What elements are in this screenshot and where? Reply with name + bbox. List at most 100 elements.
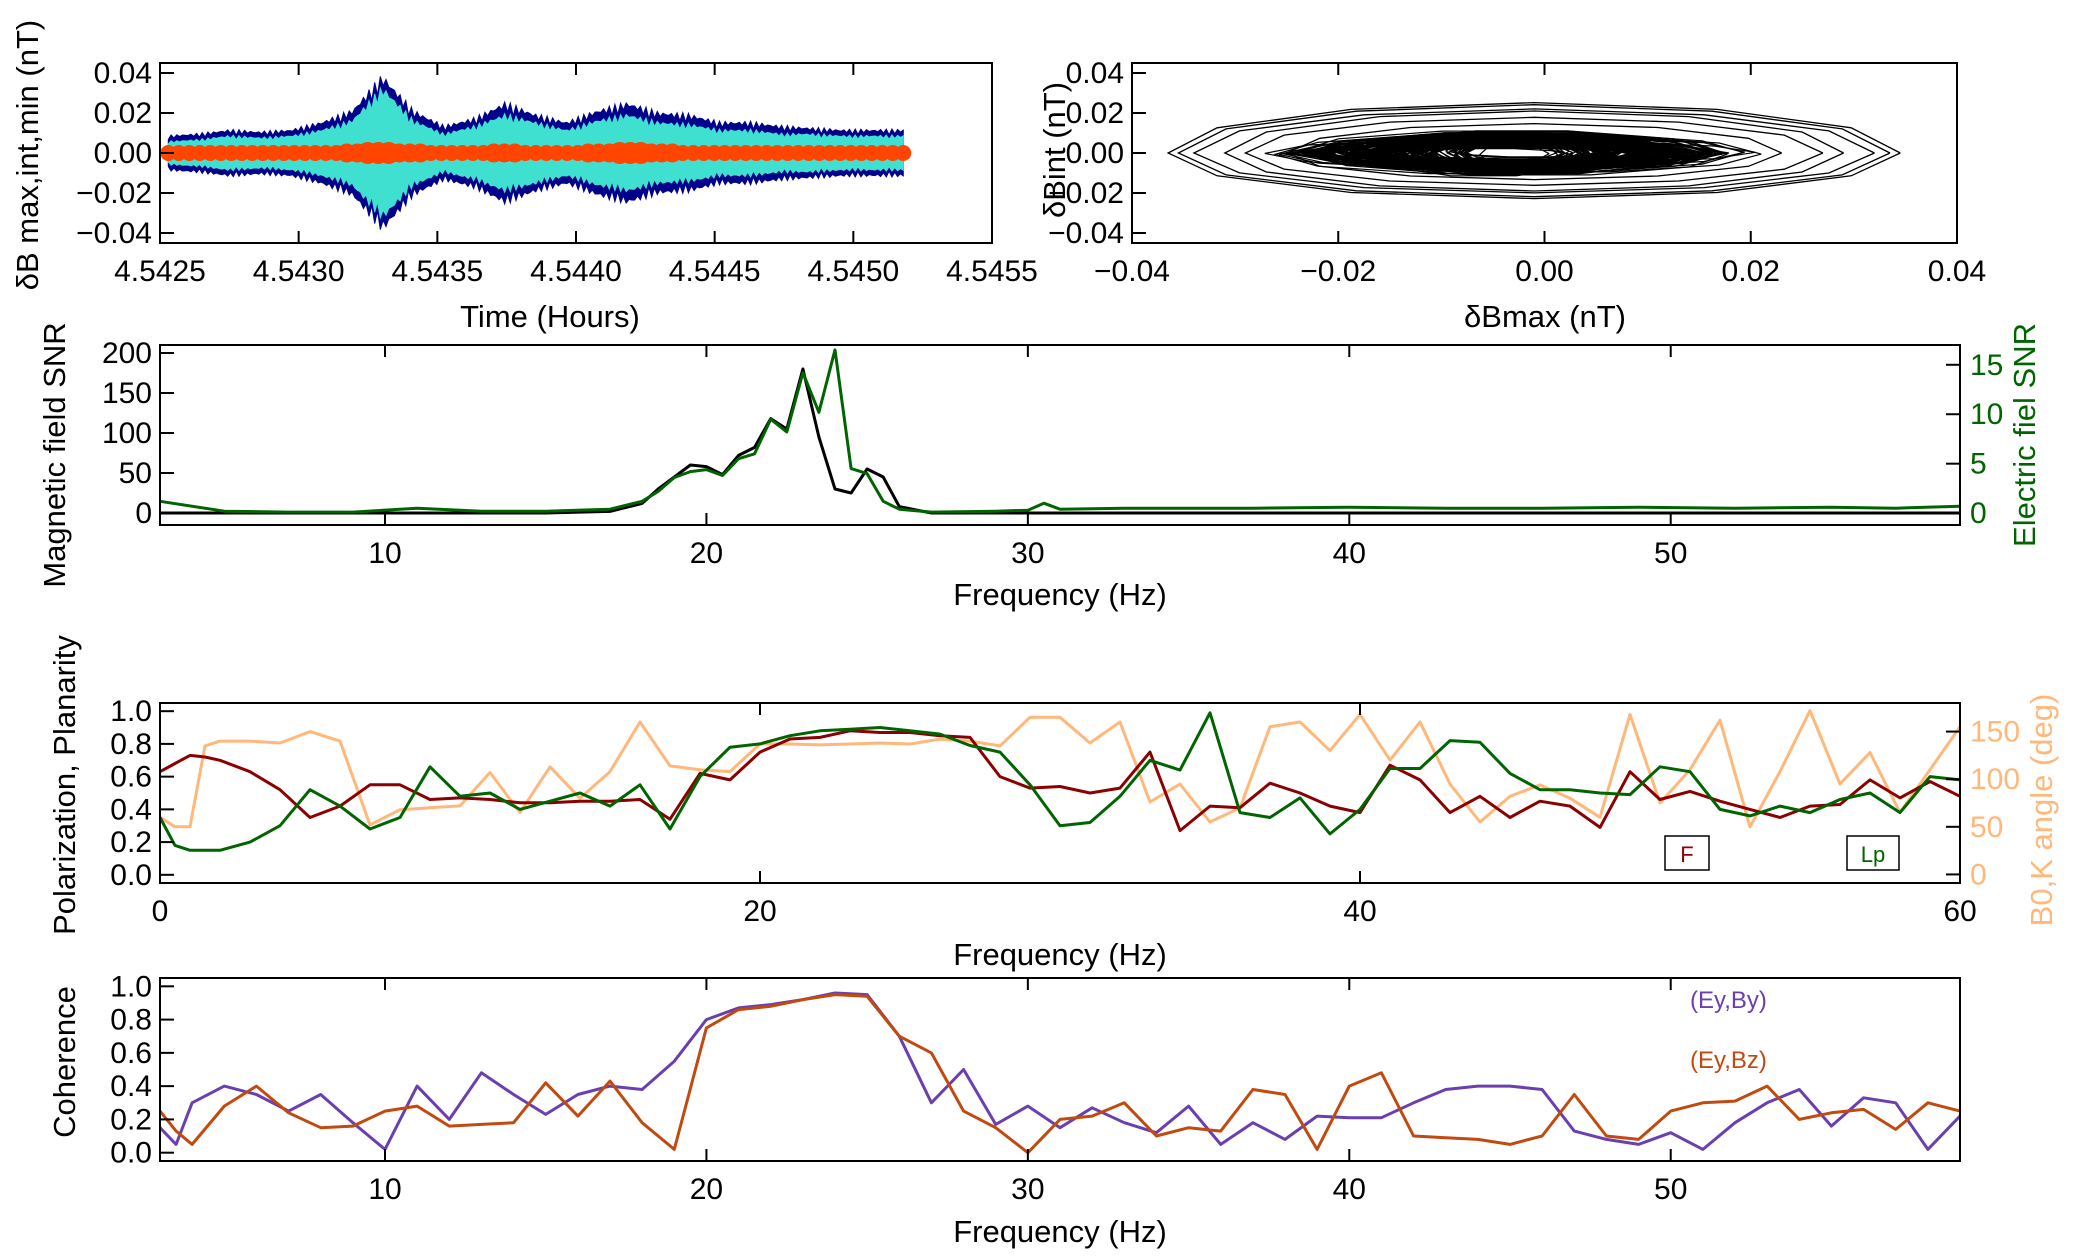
- polarization-ylabel: Polarization, Planarity: [47, 635, 82, 935]
- polarization-xtick-label: 40: [1343, 895, 1376, 928]
- coherence-xtick-label: 20: [690, 1173, 723, 1206]
- waveform-xtick-label: 4.5430: [253, 255, 345, 288]
- hodogram-outer-trace: [1243, 116, 1824, 186]
- hodogram-trace: [1400, 134, 1633, 169]
- snr-series-1: [159, 348, 1961, 514]
- polarization-ytick-label: 0.4: [110, 793, 152, 826]
- waveform-ytick-label: 0.00: [94, 137, 152, 170]
- polarization-frame: [159, 702, 1961, 884]
- snr-plot-area: [159, 348, 1961, 515]
- coherence-plot-area: [158, 991, 1962, 1155]
- waveform-xlabel: Time (Hours): [460, 299, 640, 334]
- polarization-y2tick-label: 0: [1970, 858, 1987, 891]
- waveform-ytick-label: −0.02: [76, 177, 152, 210]
- snr-ytick-label: 100: [102, 417, 152, 450]
- polarization-ytick-label: 0.6: [110, 761, 152, 794]
- legend-f-label: F: [1680, 842, 1693, 867]
- waveform-xtick-label: 4.5450: [807, 255, 899, 288]
- hodogram-xtick-label: 0.04: [1928, 255, 1986, 288]
- coherence-ylabel: Coherence: [47, 986, 82, 1138]
- panel-hodogram: −0.04 −0.02 0.00 0.02 0.04 0.04 0.02 0.00 −0.02 −…: [1037, 57, 1986, 334]
- hodogram-ytick-label: 0.00: [1066, 137, 1124, 170]
- hodogram-plot-area: [1166, 101, 1901, 200]
- snr-ylabel: Magnetic field SNR: [37, 322, 72, 587]
- waveform-ytick-label: −0.04: [76, 217, 152, 250]
- hodogram-trace: [1305, 132, 1708, 174]
- legend-lp: Lp: [1846, 835, 1900, 871]
- hodogram-trace: [1374, 144, 1704, 162]
- waveform-xtick-label: 4.5445: [669, 255, 761, 288]
- waveform-ytick-label: 0.04: [94, 57, 152, 90]
- coherence-series-label-ey-bz: (Ey,Bz): [1690, 1047, 1767, 1074]
- waveform-ylabel: δB max,int,min (nT): [10, 20, 45, 290]
- snr-y2label: Electric fiel SNR: [2007, 323, 2042, 547]
- legend-lp-label: Lp: [1861, 842, 1885, 867]
- snr-xtick-label: 50: [1654, 537, 1687, 570]
- hodogram-xtick-label: 0.00: [1515, 255, 1573, 288]
- waveform-xtick-label: 4.5440: [530, 255, 622, 288]
- panel-waveform: 4.5425 4.5430 4.5435 4.5440 4.5445 4.5450 4.54…: [10, 20, 1038, 334]
- hodogram-xlabel: δBmax (nT): [1464, 299, 1626, 334]
- coherence-xtick-label: 40: [1333, 1173, 1366, 1206]
- snr-frame: [159, 344, 1961, 526]
- waveform-xtick-label: 4.5455: [946, 255, 1038, 288]
- snr-xlabel: Frequency (Hz): [953, 577, 1167, 612]
- waveform-xtick-label: 4.5435: [391, 255, 483, 288]
- hodogram-frame: [1131, 62, 1958, 244]
- waveform-xtick-label: 4.5425: [114, 255, 206, 288]
- hodogram-trace: [1463, 137, 1589, 168]
- hodogram-xtick-label: −0.02: [1300, 255, 1376, 288]
- polarization-ytick-label: 0.8: [110, 728, 152, 761]
- snr-xtick-label: 30: [1011, 537, 1044, 570]
- coherence-ytick-label: 0.0: [110, 1137, 152, 1170]
- coherence-ytick-label: 0.6: [110, 1037, 152, 1070]
- snr-y2tick-label: 0: [1970, 497, 1987, 530]
- hodogram-ytick-label: −0.02: [1048, 177, 1124, 210]
- panel-coherence: 10 20 30 40 50 1.00.80.60.40.20.0 Frequency (…: [47, 970, 1962, 1249]
- snr-y2tick-label: 15: [1970, 349, 2003, 382]
- polarization-ytick-label: 0.0: [110, 859, 152, 892]
- coherence-series-label-ey-by: (Ey,By): [1690, 987, 1767, 1014]
- hodogram-ytick-label: 0.04: [1066, 57, 1124, 90]
- snr-series-0: [160, 367, 1960, 515]
- hodogram-trace: [1324, 134, 1725, 171]
- snr-xtick-label: 40: [1333, 537, 1366, 570]
- panel-polarization: 0 20 40 60 1.00.80.60.40.20.0 150 100 50 0 Frequ…: [47, 635, 2059, 972]
- snr-ytick-label: 150: [102, 377, 152, 410]
- snr-xtick-label: 10: [368, 537, 401, 570]
- polarization-xtick-label: 20: [743, 895, 776, 928]
- polarization-y2tick-label: 50: [1970, 811, 2003, 844]
- polarization-xlabel: Frequency (Hz): [953, 937, 1167, 972]
- hodogram-outer-trace: [1166, 101, 1901, 200]
- waveform-plot-area: [160, 76, 912, 230]
- hodogram-ytick-label: 0.02: [1066, 97, 1124, 130]
- snr-y2tick-label: 10: [1970, 398, 2003, 431]
- coherence-ytick-label: 0.2: [110, 1103, 152, 1136]
- coherence-series-0: [158, 991, 1962, 1151]
- coherence-xlabel: Frequency (Hz): [953, 1214, 1167, 1249]
- coherence-xtick-label: 30: [1011, 1173, 1044, 1206]
- polarization-series-0: [159, 729, 1961, 833]
- hodogram-trace: [1418, 143, 1558, 162]
- polarization-series-1: [158, 711, 1961, 852]
- snr-ytick-label: 50: [119, 457, 152, 490]
- hodogram-ylabel: δBint (nT): [1037, 82, 1072, 218]
- polarization-ytick-label: 0.2: [110, 826, 152, 859]
- polarization-ytick-label: 1.0: [110, 695, 152, 728]
- hodogram-xtick-label: 0.02: [1722, 255, 1780, 288]
- polarization-xtick-label: 60: [1943, 895, 1976, 928]
- coherence-ytick-label: 0.4: [110, 1070, 152, 1103]
- waveform-marker: [895, 145, 912, 161]
- coherence-frame: [159, 977, 1961, 1162]
- hodogram-ytick-label: −0.04: [1048, 217, 1124, 250]
- polarization-y2label: B0,K angle (deg): [2024, 694, 2059, 927]
- coherence-xtick-label: 10: [368, 1173, 401, 1206]
- hodogram-xtick-label: −0.04: [1094, 255, 1170, 288]
- waveform-ytick-label: 0.02: [94, 97, 152, 130]
- coherence-xtick-label: 50: [1654, 1173, 1687, 1206]
- hodogram-outer-trace: [1223, 110, 1844, 192]
- snr-ytick-label: 200: [102, 337, 152, 370]
- coherence-ytick-label: 1.0: [110, 970, 152, 1003]
